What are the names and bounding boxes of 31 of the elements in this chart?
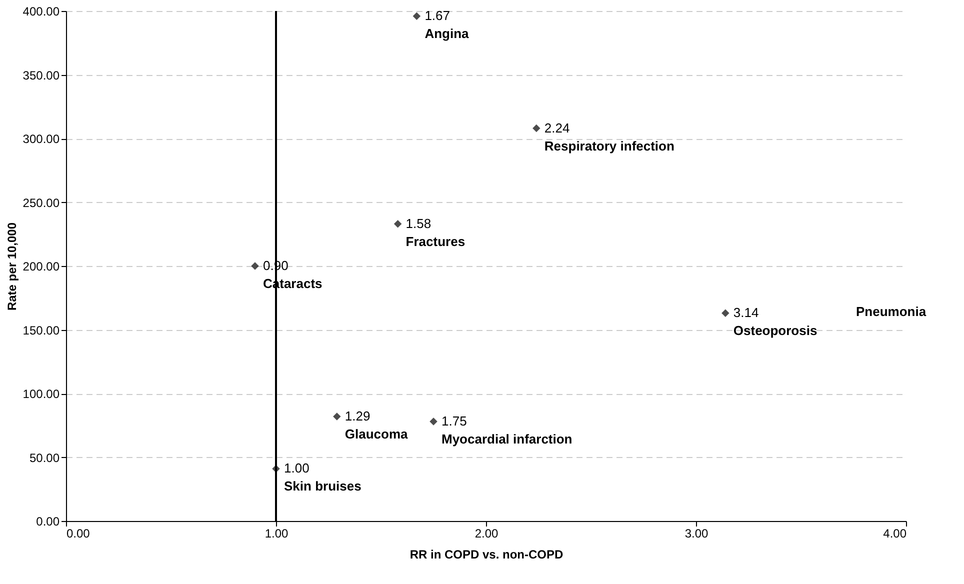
annotation: Respiratory infection <box>544 138 674 154</box>
y-tick-label: 100.00 <box>22 387 60 401</box>
x-tick-label: 2.00 <box>474 526 498 540</box>
y-tick-label: 0.00 <box>36 514 60 528</box>
annotation: 1.29 <box>344 408 370 424</box>
y-axis-title: Rate per 10,000 <box>4 222 19 311</box>
y-tick-label: 300.00 <box>22 132 60 146</box>
y-tick-label: 150.00 <box>22 323 60 338</box>
y-tick-label: 350.00 <box>22 68 60 82</box>
x-tick-label: 0.00 <box>66 526 90 540</box>
annotation: 3.14 <box>733 305 759 320</box>
y-tick-label: 50.00 <box>29 450 60 465</box>
annotation: Angina <box>424 26 470 42</box>
annotation: Glaucoma <box>344 426 409 442</box>
annotation: Skin bruises <box>284 478 362 494</box>
annotation: 1.67 <box>424 8 450 24</box>
y-tick-label: 250.00 <box>22 196 60 210</box>
y-tick-label: 400.00 <box>22 4 60 18</box>
annotation: 1.00 <box>284 460 310 476</box>
annotation: 1.58 <box>406 216 432 231</box>
annotation: Myocardial infarction <box>442 432 572 447</box>
annotation: 1.75 <box>442 414 467 429</box>
annotation: Fractures <box>406 234 466 249</box>
x-tick-label: 4.00 <box>883 526 907 540</box>
annotation: Pneumonia <box>856 304 927 319</box>
x-tick-label: 1.00 <box>264 526 288 540</box>
x-axis-title: RR in COPD vs. non-COPD <box>410 548 564 562</box>
annotation: Osteoporosis <box>733 323 818 338</box>
annotation: 2.24 <box>544 120 570 136</box>
x-tick-label: 3.00 <box>684 526 708 540</box>
y-tick-label: 200.00 <box>22 260 60 274</box>
